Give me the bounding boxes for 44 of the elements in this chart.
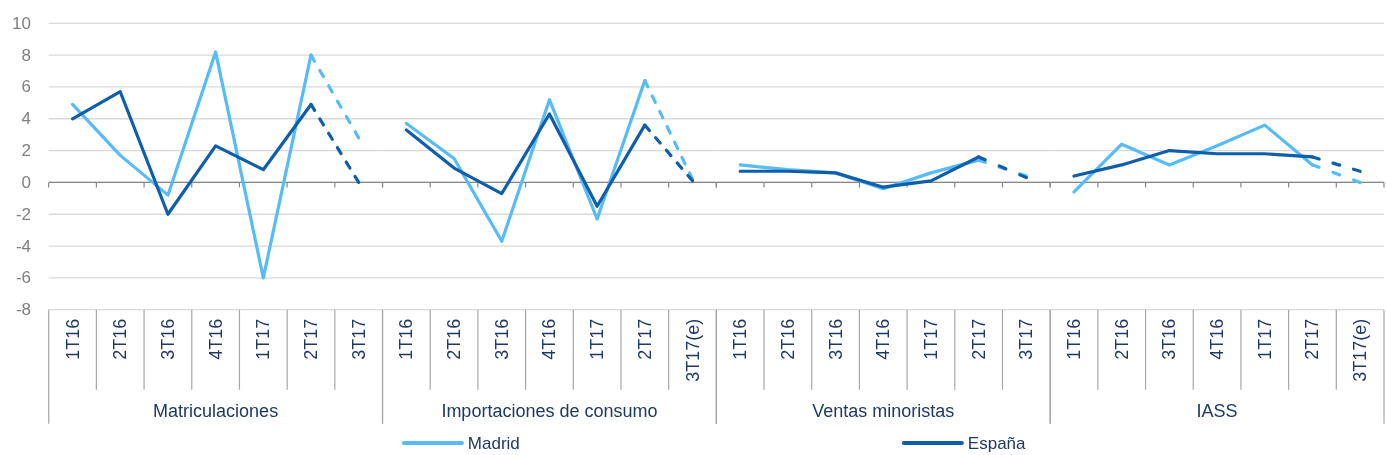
- y-tick-label: 4: [21, 109, 31, 129]
- x-tick-label: 3T16: [157, 318, 178, 360]
- x-tick-label: 4T16: [205, 318, 226, 360]
- y-tick-label: -8: [15, 300, 31, 320]
- y-tick-label: 2: [21, 141, 31, 161]
- x-tick-label: 1T17: [587, 318, 608, 360]
- legend-label: España: [967, 433, 1027, 453]
- x-tick-label: 2T17: [300, 318, 321, 360]
- x-axis-title: Importaciones de consumo: [441, 400, 658, 421]
- x-tick-label: 2T17: [968, 318, 989, 360]
- y-tick-label: -6: [15, 268, 31, 288]
- y-tick-label: -2: [15, 204, 31, 224]
- x-tick-label: 3T16: [825, 318, 846, 360]
- x-tick-label: 3T16: [491, 318, 512, 360]
- x-tick-label: 1T16: [1064, 318, 1085, 360]
- x-axis-title: Ventas minoristas: [812, 400, 955, 421]
- y-tick-label: 8: [21, 45, 31, 65]
- y-tick-label: 0: [21, 172, 31, 192]
- x-tick-label: 2T16: [444, 318, 465, 360]
- x-tick-label: 2T17: [1302, 318, 1323, 360]
- x-tick-label: 1T17: [1254, 318, 1275, 360]
- x-tick-label: 3T17: [348, 318, 369, 360]
- x-tick-label: 2T16: [110, 318, 131, 360]
- x-tick-label: 4T16: [1207, 318, 1228, 360]
- x-tick-label: 3T17: [1016, 318, 1037, 360]
- x-tick-label: 3T17(e): [1350, 318, 1371, 382]
- x-tick-label: 2T16: [1111, 318, 1132, 360]
- x-tick-label: 1T16: [62, 318, 83, 360]
- x-tick-label: 4T16: [873, 318, 894, 360]
- x-tick-label: 2T17: [634, 318, 655, 360]
- legend-label: Madrid: [467, 433, 520, 453]
- y-tick-label: -4: [15, 236, 31, 256]
- x-tick-label: 3T16: [1159, 318, 1180, 360]
- x-axis-title: IASS: [1196, 400, 1238, 421]
- y-tick-label: 6: [21, 77, 31, 97]
- x-tick-label: 1T17: [920, 318, 941, 360]
- x-tick-label: 2T16: [777, 318, 798, 360]
- x-tick-label: 4T16: [539, 318, 560, 360]
- x-tick-label: 1T16: [396, 318, 417, 360]
- y-tick-label: 10: [12, 13, 31, 33]
- x-axis-title: Matriculaciones: [153, 400, 279, 421]
- x-tick-label: 1T16: [730, 318, 751, 360]
- x-tick-label: 1T17: [253, 318, 274, 360]
- x-tick-label: 3T17(e): [682, 318, 703, 382]
